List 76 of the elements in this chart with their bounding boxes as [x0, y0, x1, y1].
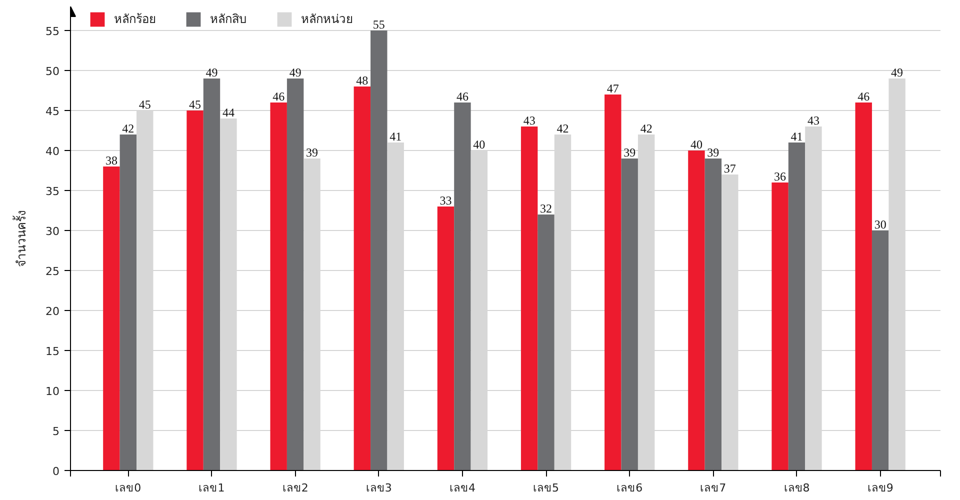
bar [286, 78, 304, 470]
y-tick-label: 10 [46, 385, 60, 398]
data-label: 43 [523, 114, 536, 128]
bar [621, 158, 638, 470]
legend-label: หลักหน่วย [301, 11, 353, 28]
data-label: 47 [606, 82, 619, 96]
data-label: 41 [390, 130, 402, 144]
data-label: 45 [189, 98, 202, 112]
bar [772, 182, 788, 470]
data-label: 30 [874, 218, 886, 232]
y-tick-label: 20 [46, 305, 60, 318]
x-tick-label: เลข1 [198, 482, 225, 494]
data-label: 40 [690, 138, 702, 152]
data-label: 41 [790, 130, 803, 144]
y-tick-label: 35 [46, 185, 60, 198]
data-label: 42 [556, 122, 569, 136]
data-label: 33 [440, 194, 452, 208]
data-label: 36 [774, 170, 786, 184]
x-tick-label: เลข9 [867, 482, 894, 494]
bar [788, 142, 806, 470]
legend-label: หลักสิบ [210, 11, 247, 28]
bar [270, 102, 287, 470]
bar [437, 206, 454, 470]
y-tick-label: 15 [46, 345, 60, 358]
data-label: 48 [356, 74, 368, 88]
data-label: 46 [858, 90, 870, 104]
bar [370, 30, 388, 470]
data-label: 42 [640, 122, 652, 136]
data-label: 37 [724, 162, 736, 176]
data-label: 49 [206, 66, 218, 80]
x-tick-label: เลข3 [366, 482, 392, 494]
data-label: 45 [138, 98, 151, 112]
data-label: 38 [105, 154, 118, 168]
bar [520, 126, 538, 470]
data-label: 42 [122, 122, 134, 136]
bar [103, 166, 120, 470]
data-label: 49 [891, 66, 904, 80]
y-tick-label: 5 [52, 425, 60, 438]
x-tick-label: เลข7 [700, 482, 726, 494]
bar [688, 150, 705, 470]
y-tick-label: 45 [46, 105, 60, 118]
y-tick-label: 25 [46, 265, 60, 278]
legend-label: หลักร้อย [114, 11, 156, 28]
data-label: 43 [807, 114, 820, 128]
y-tick-label: 55 [46, 25, 60, 38]
bar [454, 102, 471, 470]
y-tick-label: 40 [46, 145, 60, 158]
bar [855, 102, 872, 470]
bar [872, 230, 889, 470]
data-label: 46 [272, 90, 285, 104]
x-tick-label: เลข6 [616, 482, 643, 494]
x-tick-label: เลข2 [282, 482, 308, 494]
bar [120, 134, 137, 470]
data-label: 44 [222, 106, 234, 120]
y-tick-label: 0 [52, 465, 60, 478]
data-label: 40 [473, 138, 486, 152]
bar [704, 158, 722, 470]
bar [203, 78, 220, 470]
data-label: 39 [306, 146, 318, 160]
data-label: 49 [289, 66, 302, 80]
x-tick-label: เลข4 [449, 482, 476, 494]
x-tick-label: เลข5 [533, 482, 560, 494]
data-label: 32 [540, 202, 552, 216]
y-axis-title: จำนวนครั้ง [12, 210, 29, 267]
data-label: 46 [456, 90, 468, 104]
y-tick-label: 50 [46, 65, 60, 78]
data-label: 55 [372, 18, 385, 32]
bar [604, 94, 622, 470]
bar [538, 214, 554, 470]
x-tick-label: เลข8 [784, 482, 810, 494]
y-tick-label: 30 [46, 225, 60, 238]
bar [354, 86, 371, 470]
data-label: 39 [624, 146, 636, 160]
bar [186, 110, 204, 470]
data-label: 39 [707, 146, 720, 160]
x-tick-label: เลข0 [115, 482, 142, 494]
